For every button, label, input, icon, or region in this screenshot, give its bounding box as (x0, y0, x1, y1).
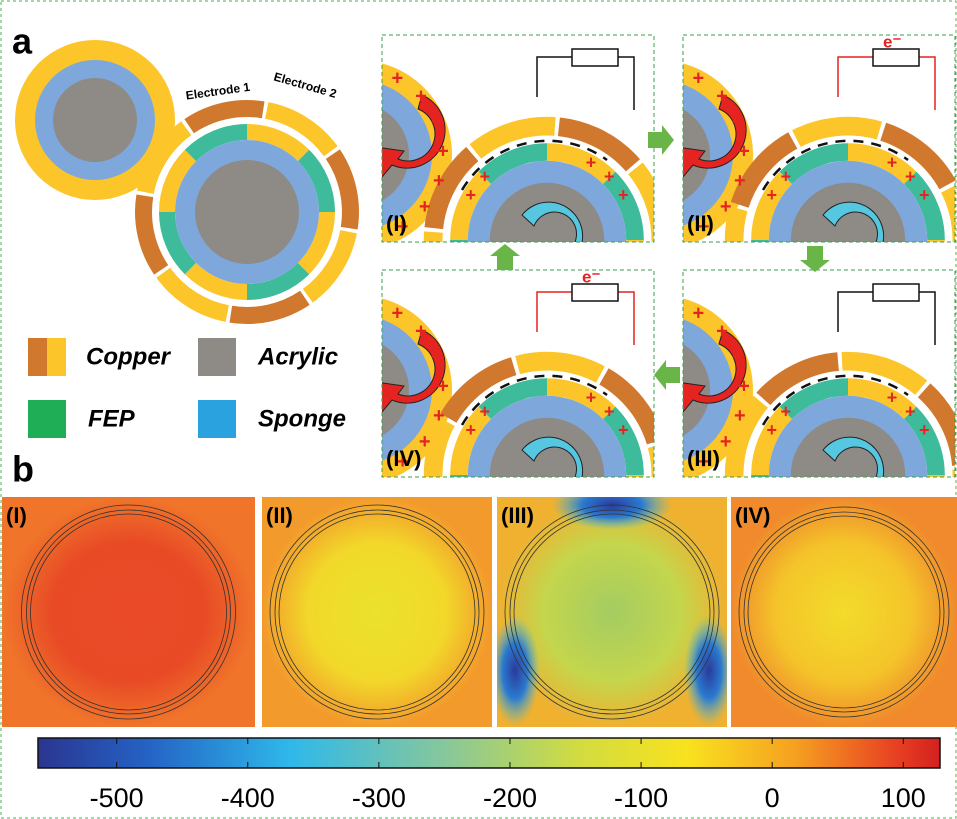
electron-label: e⁻ (582, 267, 600, 286)
field-map: (III) (490, 480, 734, 727)
tick-label: -300 (352, 783, 406, 813)
charge: + (480, 402, 491, 422)
charge: + (732, 346, 744, 368)
resistor (873, 49, 919, 66)
legend-swatch (198, 338, 236, 376)
field-map: (II) (262, 497, 492, 727)
flow-arrow (654, 360, 680, 390)
charge: + (604, 167, 615, 187)
charge: + (437, 375, 449, 397)
acrylic-core (195, 160, 299, 264)
charge: + (392, 302, 404, 324)
legend-swatch (28, 400, 66, 438)
charge: + (586, 153, 597, 173)
charge: + (586, 388, 597, 408)
legend-swatch (198, 400, 236, 438)
charge: + (919, 185, 930, 205)
charge: + (905, 402, 916, 422)
legend-label: Acrylic (257, 343, 338, 370)
tick-label: -400 (221, 783, 275, 813)
charge: + (618, 185, 629, 205)
field-map: (I) (2, 497, 255, 727)
charge: + (738, 140, 750, 162)
legend-label: Copper (86, 343, 172, 370)
stage-label: (II) (687, 211, 714, 236)
map-label: (IV) (735, 503, 770, 528)
charge: + (720, 431, 732, 453)
map-label: (I) (6, 503, 27, 528)
figure: a b Electrode 1 Electrode 2 Copper Acrylic F… (0, 0, 957, 819)
tick-label: -200 (483, 783, 537, 813)
field-blob (490, 616, 540, 726)
field-bg (2, 497, 255, 727)
legend-swatch (28, 338, 47, 376)
charge: + (732, 111, 744, 133)
field-bg (262, 497, 492, 727)
charge: + (437, 140, 449, 162)
charge: + (734, 405, 746, 427)
charge: + (433, 405, 445, 427)
charge: + (431, 346, 443, 368)
resistor (873, 284, 919, 301)
map-label: (II) (266, 503, 293, 528)
charge: + (431, 111, 443, 133)
charge: + (720, 196, 732, 218)
page: a b Electrode 1 Electrode 2 Copper Acrylic F… (0, 0, 957, 819)
legend-swatch (47, 338, 66, 376)
panel-b: (I) (II) (III) (IV) -500 -400 -300 -200 -100 0 100 (2, 480, 957, 813)
charge: + (919, 420, 930, 440)
charge: + (781, 402, 792, 422)
resistor (572, 49, 618, 66)
panel-a: Electrode 1 Electrode 2 Copper Acrylic FEP Sp… (15, 40, 359, 438)
map-label: (III) (501, 503, 534, 528)
panel-label: b (12, 449, 34, 490)
flow-arrow (800, 246, 830, 272)
charge: + (716, 321, 728, 343)
charge: + (466, 185, 477, 205)
charge: + (480, 167, 491, 187)
charge: + (693, 302, 705, 324)
panel-label: a (12, 21, 33, 62)
charge: + (419, 196, 431, 218)
tick-label: -500 (90, 783, 144, 813)
charge: + (466, 420, 477, 440)
legend-label: Sponge (258, 405, 346, 432)
charge: + (433, 170, 445, 192)
electron-label: e⁻ (883, 32, 901, 51)
stage-label: (III) (687, 446, 720, 471)
field-blob (684, 616, 734, 726)
electrode-label: Electrode 2 (272, 70, 338, 101)
tick-label: 0 (765, 783, 780, 813)
charge: + (415, 86, 427, 108)
acrylic-core (53, 78, 137, 162)
colorbar (38, 738, 940, 768)
charge: + (392, 67, 404, 89)
field-map: (IV) (731, 497, 957, 727)
sponge-layer (282, 315, 432, 465)
charge: + (887, 153, 898, 173)
field-bg (731, 497, 957, 727)
charge: + (693, 67, 705, 89)
charge: + (716, 86, 728, 108)
charge: + (887, 388, 898, 408)
charge: + (734, 170, 746, 192)
charge: + (618, 420, 629, 440)
stage-label: (I) (386, 211, 407, 236)
charge: + (767, 420, 778, 440)
charge: + (905, 167, 916, 187)
legend-label: FEP (88, 405, 136, 432)
charge: + (781, 167, 792, 187)
flow-arrow (490, 244, 520, 270)
charge: + (604, 402, 615, 422)
charge: + (767, 185, 778, 205)
charge: + (415, 321, 427, 343)
tick-label: -100 (614, 783, 668, 813)
electrode-label: Electrode 1 (185, 80, 251, 103)
tick-label: 100 (881, 783, 926, 813)
resistor (572, 284, 618, 301)
stage-label: (IV) (386, 446, 421, 471)
charge: + (738, 375, 750, 397)
